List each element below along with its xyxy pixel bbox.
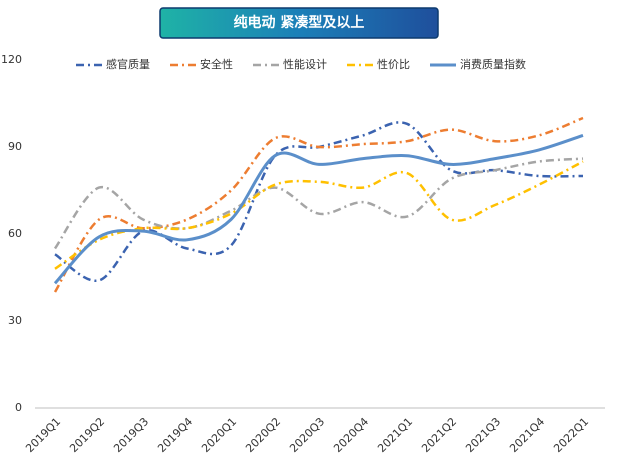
x-tick-label: 2020Q3: [287, 415, 327, 455]
y-tick-label: 120: [1, 53, 22, 66]
x-tick-label: 2020Q1: [199, 415, 239, 455]
x-tick-label: 2020Q2: [243, 415, 283, 455]
y-tick-label: 0: [15, 401, 22, 414]
x-tick-label: 2020Q4: [331, 415, 371, 455]
x-tick-label: 2019Q2: [67, 415, 107, 455]
legend-label: 安全性: [200, 57, 233, 71]
chart-title: 纯电动 紧凑型及以上: [234, 14, 365, 31]
x-tick-label: 2021Q2: [419, 415, 459, 455]
y-tick-label: 60: [8, 227, 22, 240]
x-tick-label: 2019Q4: [155, 415, 195, 455]
x-tick-label: 2022Q1: [551, 415, 591, 455]
series-line: [53, 157, 584, 250]
title-banner: [159, 7, 439, 39]
series-line: [54, 160, 584, 270]
legend-label: 性价比: [377, 57, 410, 71]
x-tick-label: 2021Q3: [463, 415, 503, 455]
y-tick-label: 30: [8, 314, 22, 327]
legend-label: 消费质量指数: [460, 57, 526, 71]
legend-label: 性能设计: [283, 57, 327, 71]
x-tick-label: 2021Q1: [375, 415, 415, 455]
series-line: [53, 133, 584, 285]
x-tick-label: 2019Q3: [111, 415, 151, 455]
y-tick-label: 90: [8, 140, 22, 153]
x-tick-label: 2021Q4: [507, 415, 547, 455]
legend-label: 感官质量: [106, 57, 150, 71]
x-tick-label: 2019Q1: [23, 415, 63, 455]
series-line: [53, 116, 584, 293]
